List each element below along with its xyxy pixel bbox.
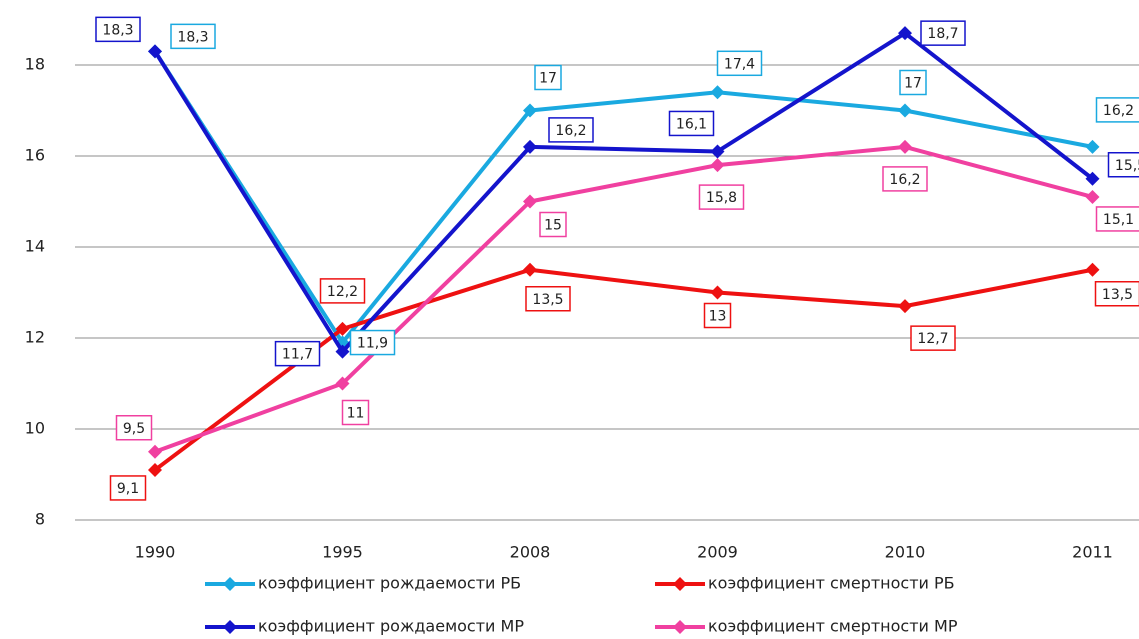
legend-marker [673,577,687,591]
marker [710,144,725,159]
value-label-box [698,184,745,210]
value-label: 13 [709,309,727,325]
x-tick-label: 2010 [885,543,926,562]
marker [898,139,912,154]
value-label-box [1094,281,1139,307]
value-label-box [115,415,153,441]
value-label: 17 [904,76,922,92]
value-label-box [349,329,396,356]
legend-label: коэффициент рождаемости РБ [258,574,521,593]
value-label: 16,2 [1103,103,1134,119]
value-label-box [274,340,321,367]
value-label: 15,1 [1103,212,1134,228]
value-label: 16,2 [555,123,586,139]
value-label: 18,7 [927,26,958,42]
marker [710,85,725,100]
legend-label: коэффициент смертности РБ [708,574,955,593]
value-label: 9,1 [117,481,139,497]
marker [898,26,912,41]
marker [335,321,350,336]
value-label-box [109,475,147,501]
value-label: 16,1 [676,116,707,132]
y-tick-label: 18 [25,55,45,74]
value-label-box [716,50,763,77]
legend-marker [223,620,237,634]
value-label-box [899,69,927,96]
marker [523,103,537,118]
x-tick-label: 1995 [322,543,363,562]
value-label: 18,3 [102,22,133,38]
value-label-box [539,211,567,238]
y-tick-label: 14 [25,237,45,256]
value-label-box [548,117,594,143]
value-label: 12,7 [917,331,948,347]
series-line [154,144,1094,454]
value-label-box [882,166,928,192]
marker [335,344,350,359]
marker [523,139,537,154]
marker [148,462,162,477]
value-label: 17 [539,71,557,87]
series-line [153,31,1094,354]
value-label: 15,8 [706,190,737,206]
x-tick-label: 1990 [135,543,176,562]
value-label-box [341,399,370,426]
marker [1085,262,1100,277]
x-tick-label: 2009 [697,543,738,562]
value-label: 11,9 [357,336,388,352]
value-label-box [1095,97,1139,123]
y-tick-label: 8 [35,510,45,529]
marker [523,262,537,277]
value-label-box [668,110,715,137]
value-label: 11,7 [282,347,313,363]
value-label: 17,4 [724,56,755,72]
marker [1085,189,1100,204]
marker [898,103,912,118]
value-label-box [525,286,571,312]
value-label: 18,3 [177,29,208,45]
value-label: 11 [347,406,365,422]
marker [710,285,725,300]
series-line [153,50,1093,345]
y-tick-label: 16 [25,146,45,165]
marker [523,194,537,209]
marker [148,444,162,459]
marker [335,376,350,391]
value-label: 15 [544,218,562,234]
legend-marker [223,577,237,591]
legend-label: коэффициент смертности МР [708,617,958,636]
value-label-box [703,302,732,329]
value-label-box [170,23,216,50]
marker [1085,171,1100,186]
x-tick-label: 2011 [1072,543,1113,562]
legend-marker [673,620,687,634]
value-label-box [534,64,562,91]
marker [148,44,162,59]
value-label: 9,5 [123,421,145,437]
value-label: 13,5 [532,292,563,308]
value-label: 15,5 [1115,158,1139,174]
y-tick-label: 12 [25,328,45,347]
x-tick-label: 2008 [510,543,551,562]
value-label: 13,5 [1102,287,1133,303]
value-label-box [1107,152,1139,178]
value-label-box [910,325,956,351]
series-line [153,267,1093,472]
value-label-box [920,20,966,46]
value-label-box [95,16,141,43]
value-label: 16,2 [889,172,920,188]
marker [1085,139,1100,154]
marker [898,299,912,314]
legend-label: коэффициент рождаемости МР [258,617,524,636]
y-tick-label: 10 [25,419,45,438]
value-label-box [1095,206,1139,232]
value-label: 12,2 [327,284,358,300]
value-label-box [319,278,366,304]
marker [710,158,725,173]
